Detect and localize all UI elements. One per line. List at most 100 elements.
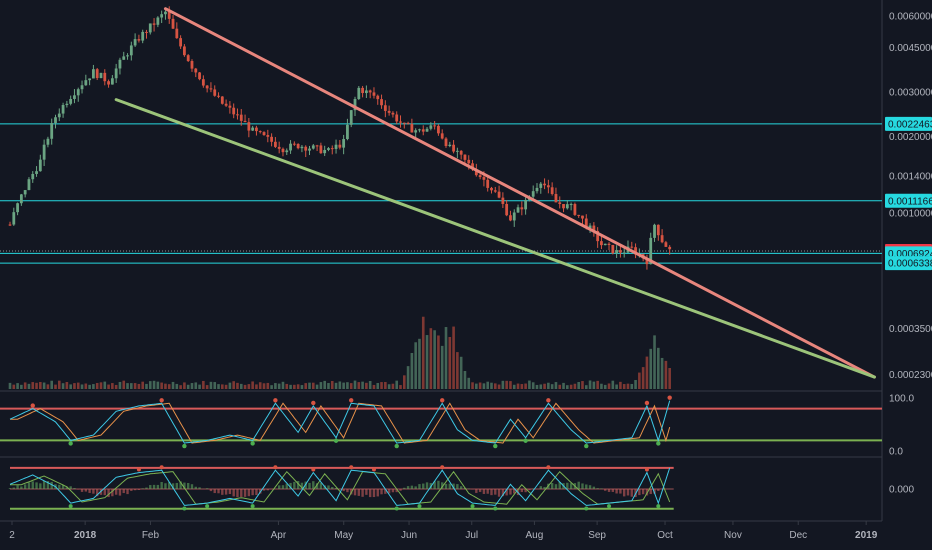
candle-body — [156, 17, 160, 25]
candle-body — [418, 129, 421, 131]
osc-hist-bar — [35, 482, 38, 489]
osc-hist-bar — [296, 480, 300, 489]
candle-body — [27, 179, 31, 191]
candle-body — [444, 138, 448, 147]
osc-hist-bar — [596, 488, 599, 489]
candle-body — [600, 241, 603, 246]
volume-bar — [23, 382, 27, 389]
x-axis-tick-label: Jul — [465, 530, 478, 541]
volume-bar — [118, 381, 122, 389]
volume-bar — [262, 383, 266, 389]
volume-bar — [440, 345, 444, 389]
osc-hist-bar — [622, 489, 626, 497]
volume-bar — [562, 382, 565, 389]
volume-bar — [285, 383, 289, 389]
candle-body — [251, 127, 255, 131]
osc-hist-bar — [304, 481, 307, 489]
volume-bar — [183, 382, 186, 389]
osc-hist-bar — [12, 487, 15, 489]
osc-sell-dot — [546, 465, 551, 470]
osc-hist-bar — [501, 489, 505, 497]
trendlines[interactable] — [114, 7, 876, 379]
stoch-buy-dot — [523, 438, 528, 443]
volume-bar — [236, 382, 239, 389]
osc-hist-bar — [217, 489, 220, 494]
osc-hist-bar — [452, 483, 455, 489]
candle-body — [88, 78, 92, 81]
volume-bar — [186, 384, 190, 389]
level-price-tag-label: 0.0022463 — [888, 119, 932, 130]
candle-body — [327, 148, 330, 150]
candle-body — [266, 135, 270, 137]
volume-bar — [39, 382, 42, 389]
osc-buy-dot — [394, 506, 399, 511]
volume-bar — [312, 382, 315, 389]
candle-body — [243, 120, 247, 123]
price-axis-tick-label: 0.0002300 — [889, 370, 932, 381]
osc-sell-dot — [273, 465, 278, 470]
candle-body — [35, 171, 38, 174]
candle-body — [319, 145, 323, 154]
volume-bar — [281, 381, 285, 389]
volume-bar — [493, 383, 497, 389]
candle-body — [433, 125, 437, 127]
osc-hist-bar — [111, 489, 114, 497]
volume-bar — [357, 382, 361, 389]
stoch-d-line — [10, 402, 671, 444]
candle-body — [455, 150, 459, 152]
osc-hist-bar — [145, 487, 148, 489]
volume-bar — [50, 380, 54, 389]
candle-body — [84, 80, 88, 86]
volume-bar — [175, 383, 179, 389]
volume-bar — [304, 383, 308, 389]
horizontal-levels[interactable] — [0, 123, 882, 264]
stoch-sell-dot — [546, 398, 551, 403]
osc-hist-bar — [406, 486, 410, 489]
volume-bar — [126, 383, 129, 389]
stoch-sell-dot — [159, 398, 164, 403]
osc-hist-bar — [494, 489, 497, 495]
osc-hist-bar — [31, 481, 34, 489]
x-axis-tick-label: Oct — [657, 530, 673, 541]
volume-bar — [539, 384, 543, 389]
osc-hist-bar — [179, 481, 182, 489]
volume-bar — [645, 356, 649, 389]
x-axis-tick-label: 2 — [9, 530, 15, 541]
volume-bar — [463, 370, 467, 389]
osc-hist-bar — [224, 489, 228, 495]
osc-hist-bar — [205, 488, 209, 489]
volume-bar — [528, 380, 531, 389]
osc-hist-bar — [289, 482, 292, 489]
volume-bar — [145, 383, 148, 389]
candle-body — [95, 69, 99, 79]
candle-body — [61, 104, 65, 114]
volume-bar — [437, 335, 440, 389]
candle-body — [183, 46, 186, 56]
osc-hist-bar — [171, 483, 175, 489]
volume-bar — [596, 380, 599, 389]
candle-body — [236, 114, 239, 116]
volume-bar — [92, 384, 95, 389]
candle-body — [292, 143, 296, 145]
volume-bar — [95, 382, 99, 389]
volume-bar — [270, 385, 273, 389]
candle-body — [65, 103, 69, 105]
candle-body — [129, 45, 133, 56]
volume-bar — [327, 383, 330, 389]
volume-bar — [569, 384, 573, 389]
osc-hist-bar — [626, 489, 630, 496]
osc-hist-bar — [137, 489, 141, 490]
volume-bar — [202, 380, 205, 389]
candle-body — [289, 143, 292, 151]
candle-body — [73, 95, 76, 99]
volume-bar — [626, 383, 630, 389]
volume-bar — [456, 352, 459, 389]
stochastic-pane — [0, 395, 882, 449]
osc-hist-bar — [27, 482, 31, 489]
osc-hist-bar — [16, 485, 19, 489]
oscillator-pane — [8, 465, 674, 511]
candle-body — [186, 55, 190, 62]
candle-body — [615, 250, 619, 254]
volume-bar — [16, 383, 19, 389]
